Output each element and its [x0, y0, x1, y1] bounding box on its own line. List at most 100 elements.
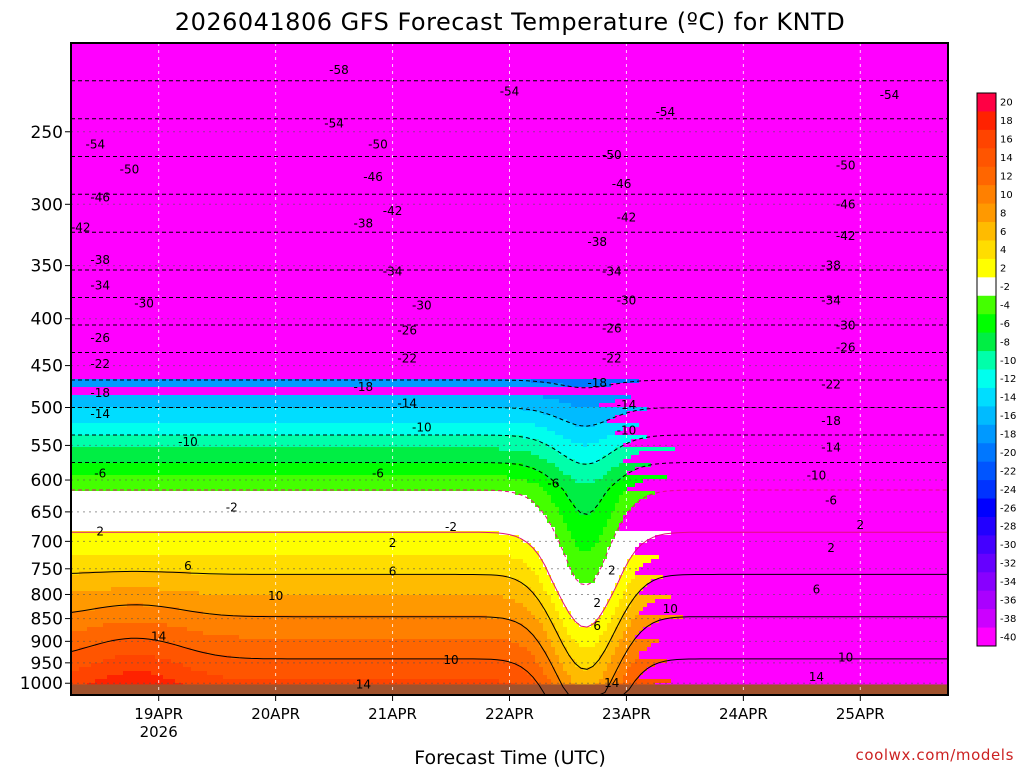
colorbar-swatch: [977, 498, 996, 518]
y-tick-label: 950: [31, 654, 63, 674]
isotherm-label: -34: [602, 264, 622, 278]
isotherm-label: -14: [821, 441, 841, 455]
isotherm-label: -50: [368, 137, 388, 151]
x-tick-label: 22APR: [485, 705, 534, 723]
colorbar-label: -36: [1000, 595, 1016, 606]
isotherm-label: -26: [836, 341, 856, 355]
isotherm-label: 6: [389, 564, 397, 578]
isotherm-label: 14: [604, 676, 619, 690]
isotherm-label: -30: [836, 319, 856, 333]
isotherm-label: 6: [593, 619, 601, 633]
isotherm-label: 2: [608, 563, 616, 577]
isotherm-line: [71, 379, 947, 389]
y-tick-label: 650: [31, 503, 63, 523]
colorbar-label: -2: [1000, 282, 1010, 293]
isotherm-label: -22: [821, 378, 841, 392]
isotherm-label: -30: [412, 299, 432, 313]
colorbar-swatch: [977, 93, 996, 112]
x-tick-label: 25APR: [836, 705, 885, 723]
colorbar-label: 12: [1000, 171, 1013, 182]
isotherm-label: 10: [443, 653, 458, 667]
isotherm-label: 14: [809, 670, 824, 684]
isotherm-label: 2: [593, 596, 601, 610]
colorbar-label: -26: [1000, 503, 1016, 514]
colorbar-swatch: [977, 424, 996, 444]
colorbar-swatch: [977, 351, 996, 370]
x-tick-label: 20APR: [251, 705, 300, 723]
isotherm-label: -54: [500, 85, 520, 99]
y-tick-label: 800: [31, 585, 63, 605]
colorbar-label: -4: [1000, 300, 1010, 311]
isotherm-label: -18: [90, 386, 110, 400]
isotherm-label: -6: [825, 494, 837, 508]
colorbar-label: -38: [1000, 614, 1016, 625]
colorbar-swatch: [977, 332, 996, 352]
colorbar-swatch: [977, 387, 996, 407]
colorbar-label: -8: [1000, 337, 1010, 348]
colorbar-swatch: [977, 516, 996, 536]
colorbar-label: -24: [1000, 485, 1016, 496]
isotherm-label: -6: [372, 466, 384, 480]
isotherm-label: 14: [356, 677, 371, 691]
colorbar-swatch: [977, 369, 996, 389]
isotherm-label: -30: [134, 297, 154, 311]
y-tick-label: 350: [31, 257, 63, 277]
isotherm-label: 2: [856, 518, 864, 532]
y-tick-label: 450: [31, 357, 63, 377]
isotherm-label: -54: [324, 117, 344, 131]
isotherm-label: -46: [90, 191, 110, 205]
y-tick-label: 300: [31, 195, 63, 215]
colorbar-label: 14: [1000, 153, 1013, 164]
isotherm-label: -50: [836, 158, 856, 172]
plot-area: -54 -54 -58 -54 -54 -54 -50 -50 -50 -50 -46 -46 -46 -…: [71, 43, 948, 695]
colorbar-swatch: [977, 609, 996, 629]
colorbar-label: -30: [1000, 540, 1016, 551]
isotherm-label: -26: [397, 323, 417, 337]
colorbar-swatch: [977, 185, 996, 205]
isotherm-label: -10: [412, 421, 432, 435]
isotherm-label: -14: [90, 407, 110, 421]
colorbar-swatch: [977, 203, 996, 223]
isotherm-label: -34: [90, 279, 110, 293]
colorbar-swatch: [977, 295, 996, 315]
colorbar-swatch: [977, 461, 996, 481]
isotherm-label: -38: [354, 217, 374, 231]
colorbar-swatch: [977, 258, 996, 278]
isotherm-label: -6: [547, 476, 559, 490]
isotherm-label: -46: [836, 197, 856, 211]
x-tick-label: 24APR: [719, 705, 768, 723]
colorbar-swatch: [977, 166, 996, 186]
isotherm-label: -14: [617, 398, 637, 412]
colorbar-label: 20: [1000, 98, 1013, 109]
colorbar-swatch: [977, 443, 996, 463]
isotherm-label: -46: [612, 177, 632, 191]
y-tick-label: 500: [31, 399, 63, 419]
isotherm-line: [71, 407, 947, 427]
isotherm-line: [71, 570, 947, 670]
isotherm-label: 10: [268, 589, 283, 603]
isotherm-label: -18: [354, 380, 374, 394]
isotherm-label: -42: [383, 204, 403, 218]
y-tick-label: 850: [31, 610, 63, 630]
colorbar-swatch: [977, 627, 996, 647]
colorbar-label: -16: [1000, 411, 1016, 422]
colorbar-label: 8: [1000, 208, 1006, 219]
colorbar-label: -34: [1000, 577, 1016, 588]
isotherm-label: -14: [397, 397, 417, 411]
isotherm-label: -38: [821, 259, 841, 273]
colorbar-label: 2: [1000, 264, 1006, 275]
y-tick-label: 750: [31, 560, 63, 580]
isotherm-label: -22: [90, 357, 110, 371]
colorbar-label: -22: [1000, 466, 1016, 477]
colorbar-swatch: [977, 480, 996, 500]
temperature-bands: [71, 379, 683, 695]
colorbar-label: -20: [1000, 448, 1016, 459]
credit-text: coolwx.com/models: [856, 746, 1015, 764]
isotherm-label: 10: [663, 602, 678, 616]
colorbar-label: 18: [1000, 116, 1013, 127]
chart-title: 2026041806 GFS Forecast Temperature (ºC)…: [175, 8, 845, 36]
isotherm-label: -30: [617, 293, 637, 307]
x-tick-sublabel: 2026: [140, 723, 178, 741]
